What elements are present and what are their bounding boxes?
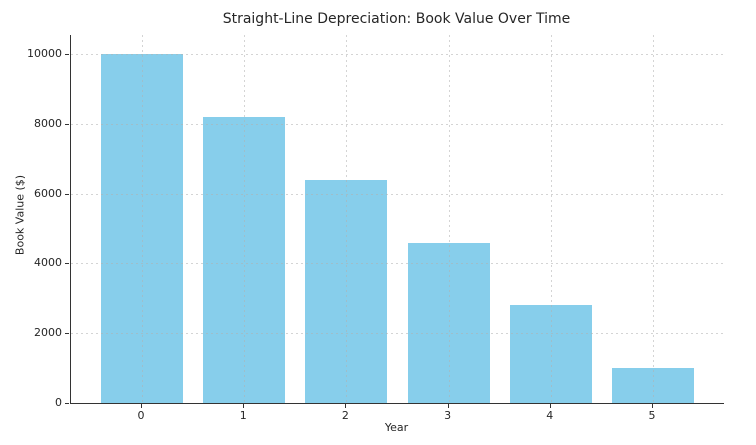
x-tick-mark — [549, 404, 551, 408]
x-tick-mark — [447, 404, 449, 408]
vertical-gridline — [448, 35, 450, 403]
vertical-gridline — [244, 35, 246, 403]
y-tick-mark — [65, 123, 69, 125]
y-tick-label: 2000 — [34, 326, 62, 340]
horizontal-gridline — [71, 54, 724, 55]
vertical-gridline — [142, 35, 143, 403]
y-tick-mark — [65, 193, 69, 195]
horizontal-gridline — [71, 333, 724, 335]
x-tick-mark — [243, 404, 245, 408]
y-tick-mark — [65, 403, 69, 404]
x-tick-label: 5 — [648, 409, 656, 422]
y-tick-mark — [65, 333, 69, 335]
y-tick-mark — [65, 263, 69, 265]
horizontal-gridline — [71, 193, 724, 195]
x-tick-mark — [141, 404, 142, 408]
x-tick-label: 4 — [546, 409, 554, 422]
y-tick-label: 6000 — [34, 186, 62, 200]
x-tick-label: 3 — [444, 409, 452, 422]
chart-title: Straight-Line Depreciation: Book Value O… — [222, 11, 571, 27]
y-tick-label: 0 — [55, 396, 62, 409]
plot-area — [70, 35, 724, 404]
y-tick-label: 8000 — [34, 116, 62, 130]
x-tick-label: 2 — [341, 409, 349, 422]
vertical-gridline — [653, 35, 654, 403]
horizontal-gridline — [71, 263, 724, 265]
x-tick-mark — [345, 404, 347, 408]
x-axis-label: Year — [384, 421, 409, 434]
x-tick-label: 0 — [137, 409, 145, 422]
x-tick-mark — [652, 404, 653, 408]
y-tick-mark — [65, 54, 69, 55]
grid-layer — [71, 35, 724, 403]
y-tick-label: 4000 — [34, 256, 62, 270]
vertical-gridline — [346, 35, 348, 403]
horizontal-gridline — [71, 123, 724, 125]
vertical-gridline — [550, 35, 552, 403]
y-tick-label: 10000 — [27, 47, 62, 60]
x-tick-label: 1 — [239, 409, 247, 422]
